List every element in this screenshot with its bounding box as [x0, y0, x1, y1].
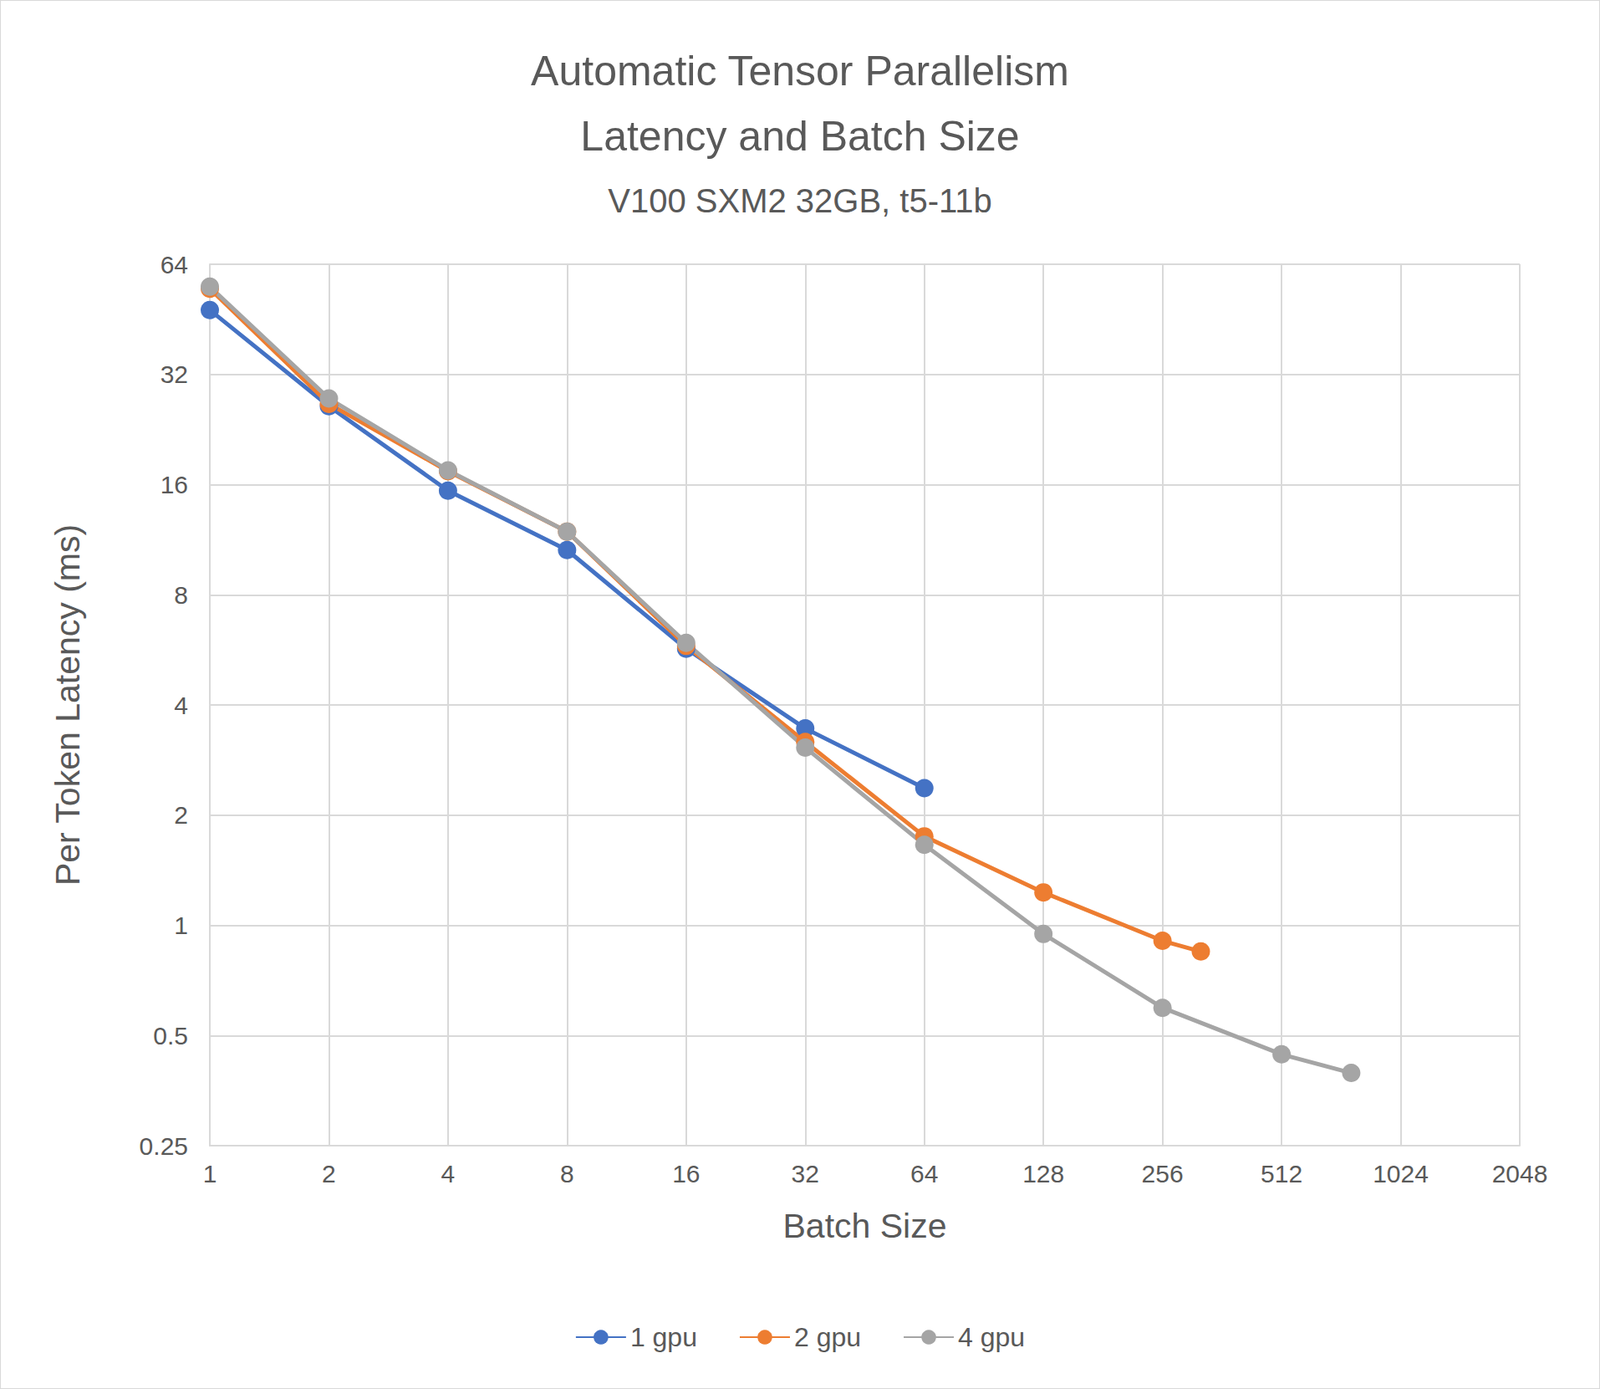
svg-text:4 gpu: 4 gpu [957, 1321, 1025, 1352]
svg-text:Per Token Latency (ms): Per Token Latency (ms) [48, 524, 87, 886]
svg-text:8: 8 [560, 1159, 575, 1188]
svg-text:256: 256 [1141, 1159, 1184, 1188]
svg-text:64: 64 [910, 1159, 938, 1188]
svg-text:16: 16 [672, 1159, 700, 1188]
svg-text:32: 32 [160, 360, 189, 388]
svg-text:Batch Size: Batch Size [783, 1206, 948, 1245]
svg-text:512: 512 [1260, 1159, 1303, 1188]
svg-text:2 gpu: 2 gpu [794, 1321, 862, 1352]
svg-text:V100 SXM2 32GB, t5-11b: V100 SXM2 32GB, t5-11b [607, 182, 993, 220]
svg-text:128: 128 [1022, 1159, 1065, 1188]
svg-text:2048: 2048 [1492, 1159, 1549, 1188]
svg-text:8: 8 [173, 580, 189, 609]
svg-text:0.5: 0.5 [152, 1021, 189, 1050]
svg-text:1 gpu: 1 gpu [630, 1321, 698, 1352]
svg-text:2: 2 [321, 1159, 337, 1188]
svg-text:1: 1 [203, 1159, 218, 1188]
svg-text:2: 2 [173, 800, 189, 829]
svg-text:0.25: 0.25 [139, 1131, 189, 1160]
svg-text:1024: 1024 [1372, 1159, 1429, 1188]
svg-text:4: 4 [173, 691, 189, 719]
svg-text:16: 16 [160, 470, 189, 499]
svg-text:1: 1 [173, 911, 189, 939]
svg-text:32: 32 [791, 1159, 820, 1188]
svg-text:Latency and Batch Size: Latency and Batch Size [580, 112, 1020, 160]
svg-text:4: 4 [441, 1159, 456, 1188]
svg-text:64: 64 [160, 250, 189, 279]
svg-text:Automatic Tensor Parallelism: Automatic Tensor Parallelism [530, 47, 1070, 95]
